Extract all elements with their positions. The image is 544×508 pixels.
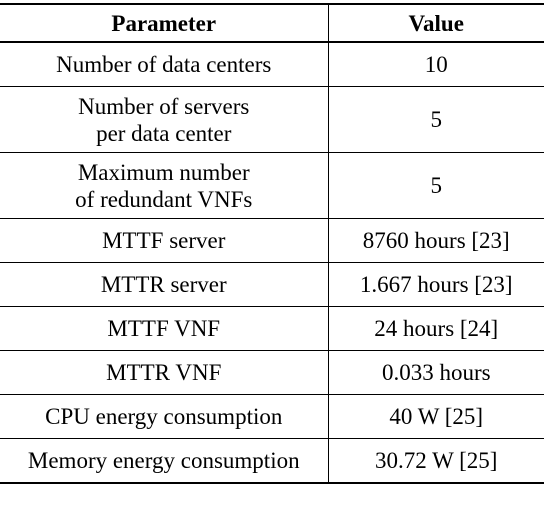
parameter-cell: CPU energy consumption [0,394,329,439]
value-cell: 24 hours [24] [374,316,499,341]
parameter-cell: MTTR VNF [0,350,329,395]
parameter-text: MTTR VNF [106,360,222,385]
parameter-text: Number of data centers [56,52,272,77]
parameter-table: Parameter Value Number of data centers 1… [0,3,544,484]
table-row: CPU energy consumption 40 W [25] [0,394,544,439]
parameter-cell: Memory energy consumption [0,438,329,483]
table-row: MTTR server 1.667 hours [23] [0,262,544,307]
header-parameter: Parameter [0,4,329,42]
header-value: Value [408,10,464,36]
parameter-text-line1: Number of servers [78,93,250,119]
value-cell: 5 [430,173,443,198]
table-row: MTTF server 8760 hours [23] [0,218,544,263]
parameter-text: CPU energy consumption [45,404,283,429]
parameter-cell: MTTR server [0,262,329,307]
parameter-text-line1: Maximum number [77,159,250,185]
table-row: Maximum number of redundant VNFs 5 [0,152,544,219]
parameter-cell: MTTF server [0,218,329,263]
value-cell: 40 W [25] [389,404,484,429]
value-cell: 1.667 hours [23] [359,272,513,297]
table-row: Number of servers per data center 5 [0,86,544,153]
parameter-text-line2: per data center [96,120,232,146]
parameter-cell: MTTF VNF [0,306,329,351]
table-row: Memory energy consumption 30.72 W [25] [0,438,544,483]
parameter-text: MTTF server [102,228,226,253]
parameter-text: MTTF VNF [107,316,221,341]
value-cell: 5 [430,107,443,132]
parameter-text: Memory energy consumption [27,448,300,473]
value-cell: 30.72 W [25] [375,448,498,473]
parameter-cell: Number of servers per data center [0,86,329,153]
parameter-text-line2: of redundant VNFs [75,186,253,212]
table-row: MTTR VNF 0.033 hours [0,350,544,395]
parameter-cell: Maximum number of redundant VNFs [0,152,329,219]
table-row: Number of data centers 10 [0,42,544,87]
value-cell: 8760 hours [23] [362,228,510,253]
parameter-text: MTTR server [100,272,227,297]
parameter-cell: Number of data centers [0,42,329,87]
table-row: MTTF VNF 24 hours [24] [0,306,544,351]
table-header-row: Parameter Value [0,4,544,42]
value-cell: 10 [424,52,448,77]
value-cell: 0.033 hours [381,360,491,385]
